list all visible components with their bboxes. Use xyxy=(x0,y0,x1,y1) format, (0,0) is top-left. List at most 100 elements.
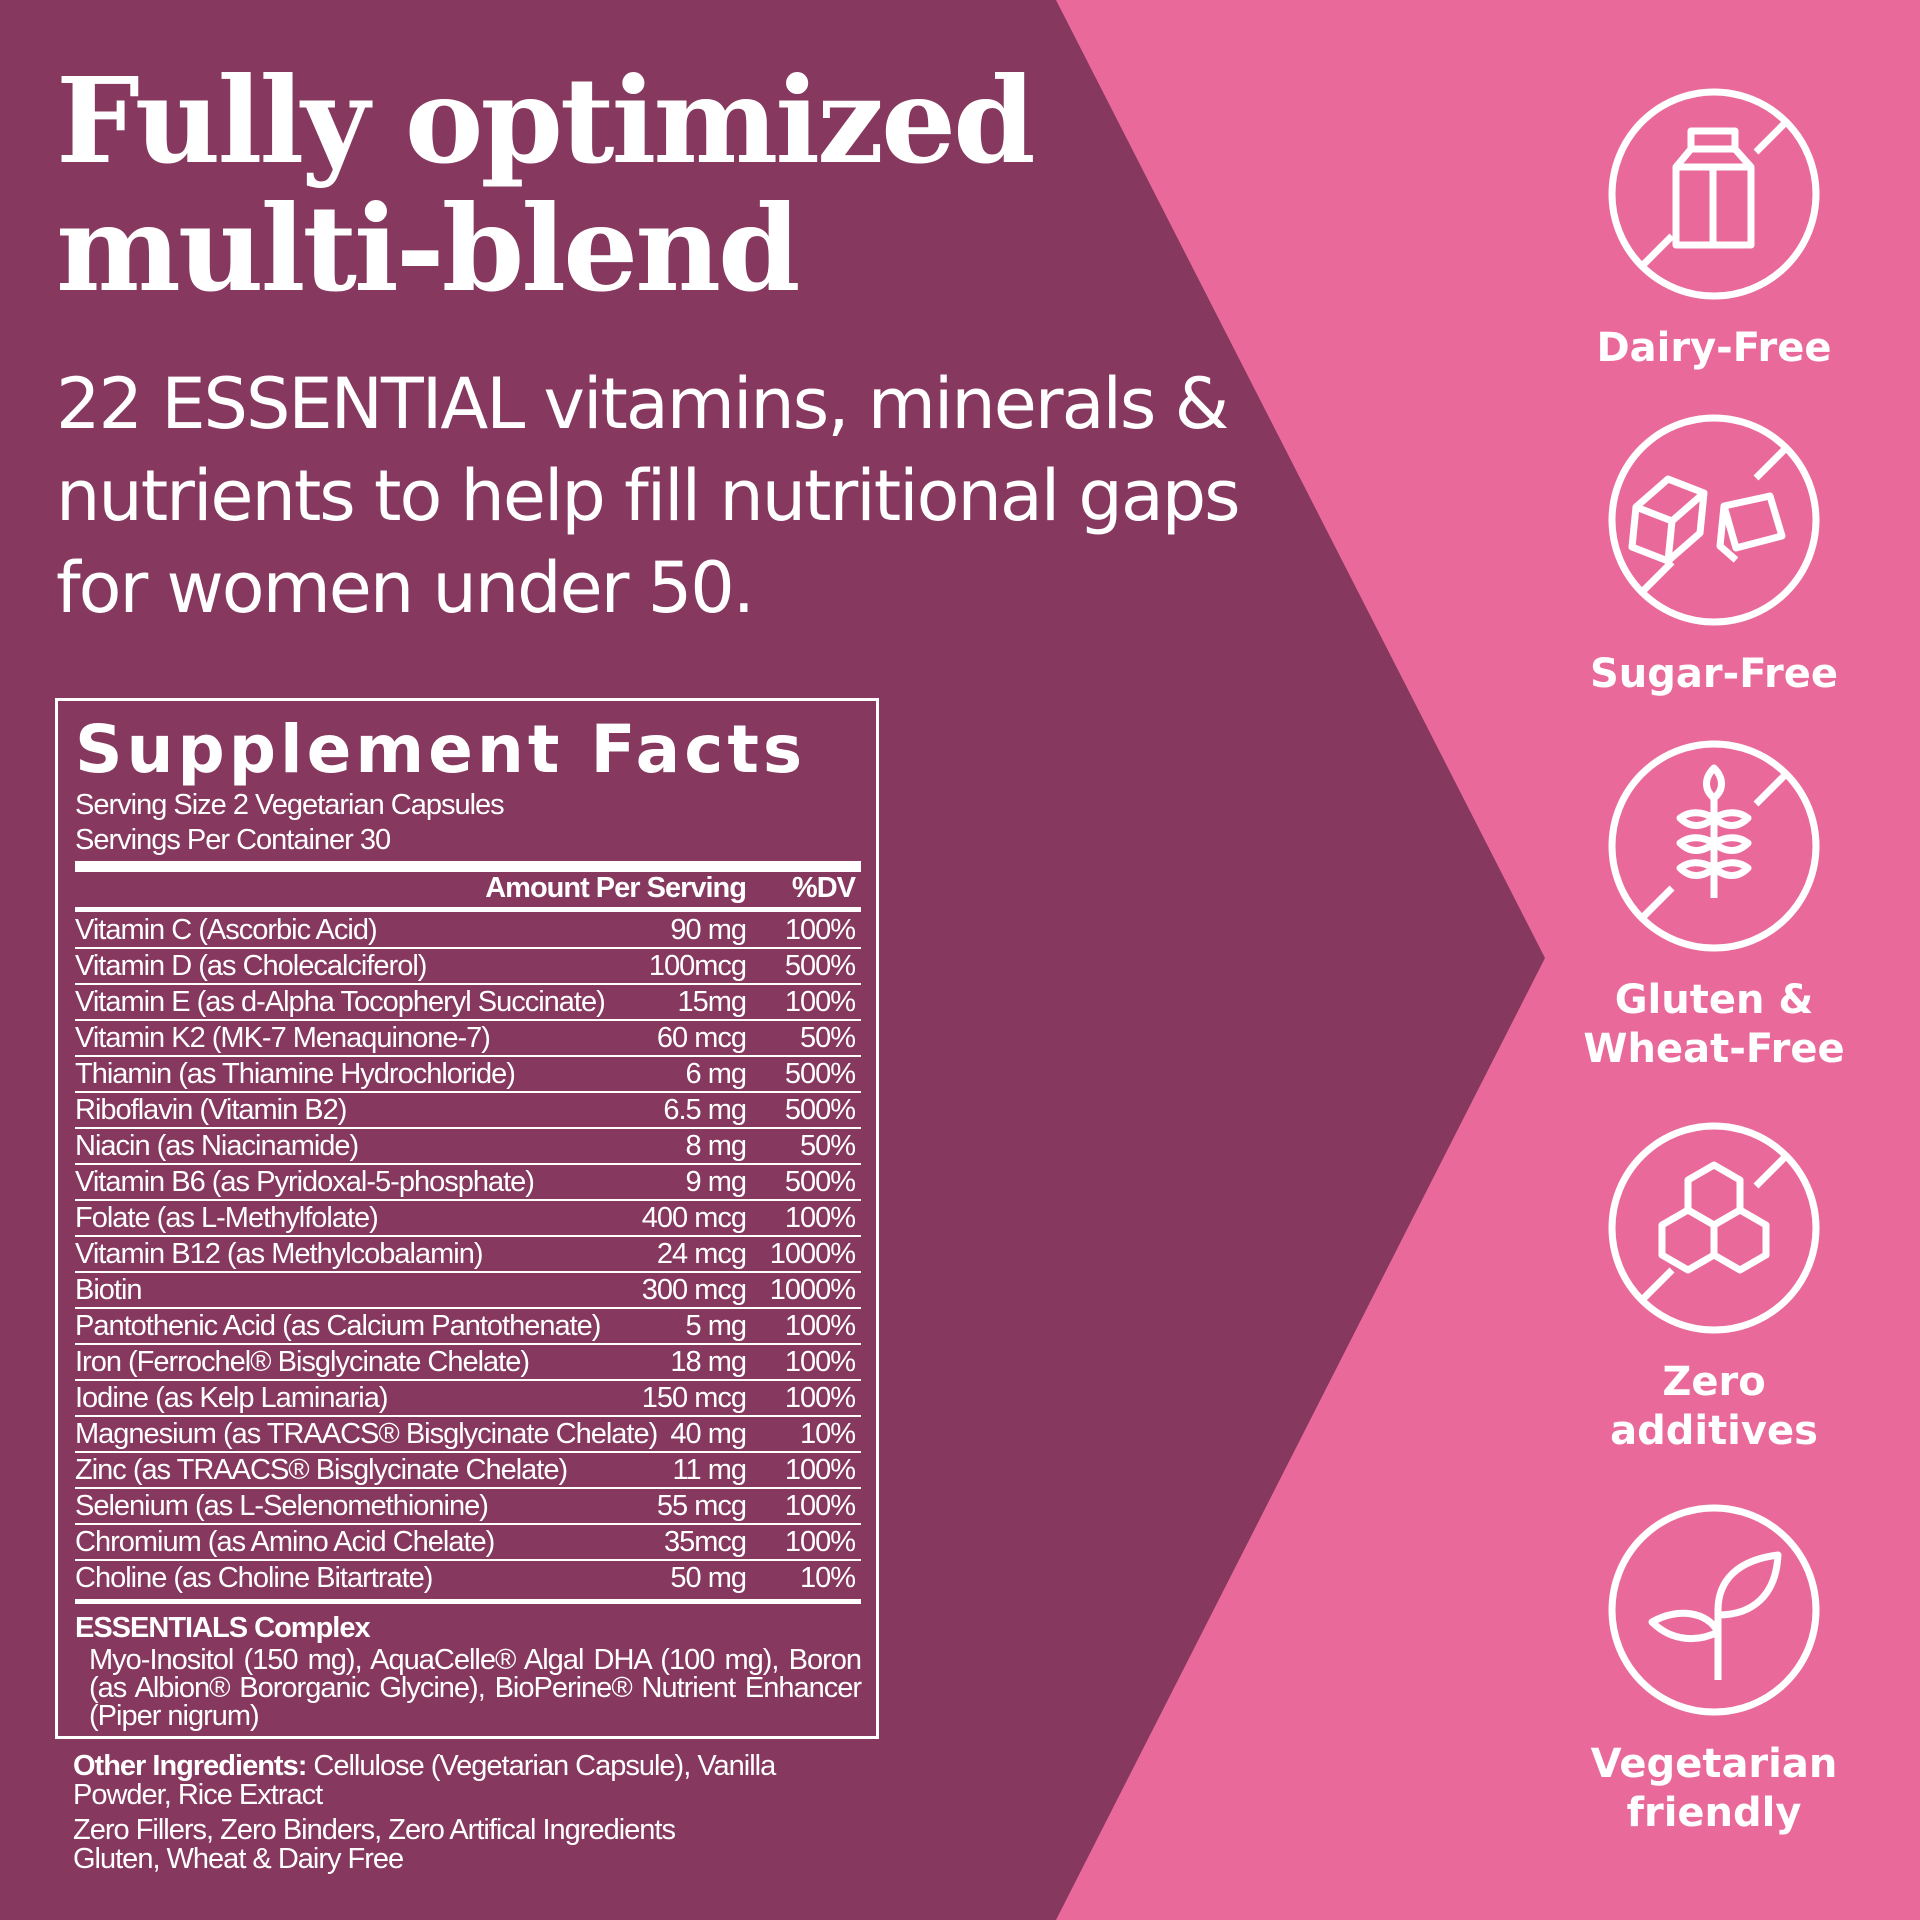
nutrient-name: Vitamin K2 (MK-7 Menaquinone-7) xyxy=(75,1022,491,1054)
nutrient-name: Magnesium (as TRAACS® Bisglycinate Chela… xyxy=(75,1418,658,1450)
nutrient-row: Vitamin K2 (MK-7 Menaquinone-7) 60 mcg 50% xyxy=(75,1021,861,1057)
badge-dairy-free: Dairy-Free xyxy=(1564,86,1864,373)
badge-label: Zero xyxy=(1662,1359,1766,1405)
nutrient-row: Iodine (as Kelp Laminaria) 150 mcg 100% xyxy=(75,1381,861,1417)
nutrient-row: Niacin (as Niacinamide) 8 mg 50% xyxy=(75,1129,861,1165)
badge-label: additives xyxy=(1610,1408,1818,1454)
other-ingredients-label: Other Ingredients: xyxy=(73,1750,307,1782)
nutrient-amount: 90 mg xyxy=(670,914,747,946)
serving-info: Serving Size 2 Vegetarian Capsules Servi… xyxy=(75,788,505,858)
nutrient-amount: 11 mg xyxy=(672,1454,747,1486)
claims-line-1: Zero Fillers, Zero Binders, Zero Artific… xyxy=(73,1814,676,1846)
nutrient-amount: 24 mcg xyxy=(656,1238,747,1270)
nutrient-name: Selenium (as L-Selenomethionine) xyxy=(75,1490,489,1522)
other-ingredients: Other Ingredients: Cellulose (Vegetarian… xyxy=(73,1752,873,1874)
headline-line-2: multi-blend xyxy=(56,179,800,318)
badge-label: Dairy-Free xyxy=(1596,325,1832,371)
nutrient-amount: 50 mg xyxy=(670,1562,747,1594)
nutrient-row: Iron (Ferrochel® Bisglycinate Chelate) 18… xyxy=(75,1345,861,1381)
nutrient-name: Pantothenic Acid (as Calcium Pantothenat… xyxy=(75,1310,601,1342)
nutrient-row: Vitamin E (as d-Alpha Tocopheryl Succina… xyxy=(75,985,861,1021)
nutrient-row: Vitamin C (Ascorbic Acid) 90 mg 100% xyxy=(75,913,861,949)
nutrient-row: Vitamin B6 (as Pyridoxal-5-phosphate) 9 m… xyxy=(75,1165,861,1201)
nutrient-dv: 500% xyxy=(784,950,856,982)
badge-label: Wheat-Free xyxy=(1583,1026,1845,1072)
nutrient-name: Choline (as Choline Bitartrate) xyxy=(75,1562,433,1594)
leaf-icon xyxy=(1608,1504,1820,1716)
header-divider xyxy=(75,907,861,912)
nutrient-name: Zinc (as TRAACS® Bisglycinate Chelate) xyxy=(75,1454,568,1486)
badge-gluten-wheat-free: Gluten & Wheat-Free xyxy=(1564,738,1864,1074)
nutrient-amount: 18 mg xyxy=(670,1346,747,1378)
nutrient-dv: 500% xyxy=(784,1058,856,1090)
no-sugar-cubes-icon xyxy=(1608,414,1820,626)
nutrient-amount: 300 mcg xyxy=(641,1274,747,1306)
nutrient-row: Choline (as Choline Bitartrate) 50 mg 10% xyxy=(75,1561,861,1597)
table-header: Amount Per Serving %DV xyxy=(75,871,861,907)
nutrient-amount: 55 mcg xyxy=(656,1490,747,1522)
complex-title: ESSENTIALS Complex xyxy=(75,1612,371,1644)
nutrient-row: Vitamin B12 (as Methylcobalamin) 24 mcg 10… xyxy=(75,1237,861,1273)
nutrient-dv: 100% xyxy=(784,986,856,1018)
nutrient-amount: 100mcg xyxy=(648,950,747,982)
nutrient-dv: 100% xyxy=(784,1382,856,1414)
amount-column-header: Amount Per Serving xyxy=(485,872,747,904)
no-milk-carton-icon xyxy=(1608,88,1820,300)
serving-size: Serving Size 2 Vegetarian Capsules xyxy=(75,789,505,821)
nutrient-row: Vitamin D (as Cholecalciferol) 100mcg 500% xyxy=(75,949,861,985)
essentials-complex: ESSENTIALS Complex Myo-Inositol (150 mg)… xyxy=(75,1611,862,1731)
nutrient-name: Biotin xyxy=(75,1274,143,1306)
supplement-facts-panel: Supplement Facts Serving Size 2 Vegetari… xyxy=(55,698,879,1739)
nutrient-dv: 10% xyxy=(799,1562,856,1594)
nutrient-row: Thiamin (as Thiamine Hydrochloride) 6 mg 5… xyxy=(75,1057,861,1093)
nutrient-dv: 100% xyxy=(784,914,856,946)
thick-divider xyxy=(75,861,861,872)
no-wheat-icon xyxy=(1608,740,1820,952)
badge-label: friendly xyxy=(1626,1790,1802,1836)
badge-label: Gluten & xyxy=(1614,977,1814,1023)
dv-column-header: %DV xyxy=(791,872,856,904)
nutrient-row: Biotin 300 mcg 1000% xyxy=(75,1273,861,1309)
nutrient-name: Chromium (as Amino Acid Chelate) xyxy=(75,1526,495,1558)
nutrient-table: Vitamin C (Ascorbic Acid) 90 mg 100% Vitami… xyxy=(75,913,861,1597)
badge-label: Sugar-Free xyxy=(1590,651,1838,697)
nutrient-dv: 500% xyxy=(784,1094,856,1126)
nutrient-amount: 6.5 mg xyxy=(663,1094,747,1126)
nutrient-row: Pantothenic Acid (as Calcium Pantothenat… xyxy=(75,1309,861,1345)
claims-line-2: Gluten, Wheat & Dairy Free xyxy=(73,1843,404,1875)
nutrient-dv: 100% xyxy=(784,1346,856,1378)
subheadline: 22 ESSENTIAL vitamins, minerals & nutrie… xyxy=(56,363,1241,629)
no-additives-icon xyxy=(1608,1122,1820,1334)
nutrient-name: Vitamin C (Ascorbic Acid) xyxy=(75,914,378,946)
nutrient-dv: 500% xyxy=(784,1166,856,1198)
supplement-facts-title: Supplement Facts xyxy=(75,711,807,788)
nutrient-name: Niacin (as Niacinamide) xyxy=(75,1130,359,1162)
nutrient-name: Folate (as L-Methylfolate) xyxy=(75,1202,379,1234)
nutrient-dv: 100% xyxy=(784,1490,856,1522)
nutrient-amount: 15mg xyxy=(677,986,747,1018)
nutrient-dv: 10% xyxy=(799,1418,856,1450)
nutrient-name: Iron (Ferrochel® Bisglycinate Chelate) xyxy=(75,1346,530,1378)
bottom-divider xyxy=(75,1599,861,1604)
nutrient-name: Vitamin D (as Cholecalciferol) xyxy=(75,950,427,982)
headline-line-1: Fully optimized xyxy=(56,51,1036,190)
nutrient-dv: 100% xyxy=(784,1526,856,1558)
nutrient-amount: 60 mcg xyxy=(656,1022,747,1054)
nutrient-dv: 100% xyxy=(784,1202,856,1234)
nutrient-row: Zinc (as TRAACS® Bisglycinate Chelate) 11… xyxy=(75,1453,861,1489)
nutrient-name: Thiamin (as Thiamine Hydrochloride) xyxy=(75,1058,516,1090)
nutrient-amount: 40 mg xyxy=(670,1418,747,1450)
nutrient-dv: 50% xyxy=(799,1130,856,1162)
badge-label: Vegetarian xyxy=(1590,1741,1838,1787)
badge-sugar-free: Sugar-Free xyxy=(1564,412,1864,699)
servings-per-container: Servings Per Container 30 xyxy=(75,824,391,856)
nutrient-amount: 6 mg xyxy=(685,1058,747,1090)
nutrient-row: Folate (as L-Methylfolate) 400 mcg 100% xyxy=(75,1201,861,1237)
nutrient-dv: 50% xyxy=(799,1022,856,1054)
nutrient-row: Riboflavin (Vitamin B2) 6.5 mg 500% xyxy=(75,1093,861,1129)
nutrient-dv: 100% xyxy=(784,1454,856,1486)
nutrient-name: Vitamin B12 (as Methylcobalamin) xyxy=(75,1238,483,1270)
nutrient-name: Vitamin B6 (as Pyridoxal-5-phosphate) xyxy=(75,1166,535,1198)
nutrient-row: Chromium (as Amino Acid Chelate) 35mcg 100… xyxy=(75,1525,861,1561)
